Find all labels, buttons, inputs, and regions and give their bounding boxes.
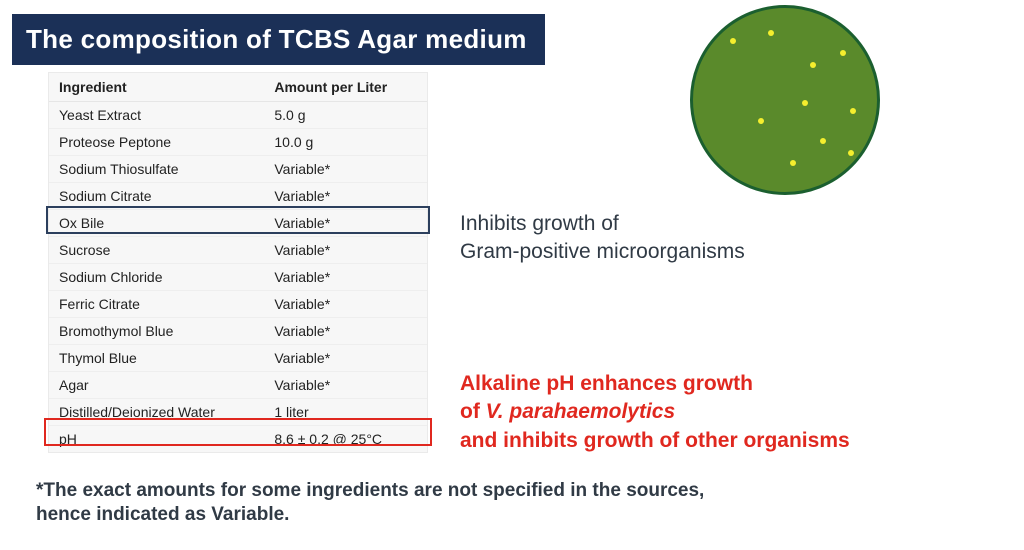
cell-ingredient: Ox Bile — [49, 210, 264, 237]
annot-line: Inhibits growth of — [460, 212, 619, 235]
cell-ingredient: pH — [49, 426, 264, 453]
table-row: AgarVariable* — [49, 372, 427, 399]
cell-amount: Variable* — [264, 237, 427, 264]
annot-line: Alkaline pH enhances growth — [460, 372, 753, 395]
annot-line: Gram-positive microorganisms — [460, 240, 745, 263]
table-row: Ox BileVariable* — [49, 210, 427, 237]
table-row: Sodium ThiosulfateVariable* — [49, 156, 427, 183]
col-amount: Amount per Liter — [264, 73, 427, 102]
cell-ingredient: Proteose Peptone — [49, 129, 264, 156]
table-row: Distilled/Deionized Water1 liter — [49, 399, 427, 426]
table-row: Thymol BlueVariable* — [49, 345, 427, 372]
cell-ingredient: Yeast Extract — [49, 102, 264, 129]
annotation-ph: Alkaline pH enhances growth of V. paraha… — [460, 370, 1000, 455]
cell-amount: Variable* — [264, 264, 427, 291]
cell-ingredient: Sodium Chloride — [49, 264, 264, 291]
cell-ingredient: Distilled/Deionized Water — [49, 399, 264, 426]
cell-ingredient: Thymol Blue — [49, 345, 264, 372]
table-row: SucroseVariable* — [49, 237, 427, 264]
colony-dot — [790, 160, 796, 166]
colony-dot — [850, 108, 856, 114]
colony-dot — [820, 138, 826, 144]
cell-amount: 1 liter — [264, 399, 427, 426]
cell-ingredient: Sodium Citrate — [49, 183, 264, 210]
cell-ingredient: Sodium Thiosulfate — [49, 156, 264, 183]
table-row: Proteose Peptone10.0 g — [49, 129, 427, 156]
annot-line: and inhibits growth of other organisms — [460, 429, 850, 452]
table-row: Sodium ChlorideVariable* — [49, 264, 427, 291]
cell-ingredient: Bromothymol Blue — [49, 318, 264, 345]
cell-amount: Variable* — [264, 372, 427, 399]
cell-amount: Variable* — [264, 318, 427, 345]
composition-table: Ingredient Amount per Liter Yeast Extrac… — [48, 72, 428, 453]
table-row: Ferric CitrateVariable* — [49, 291, 427, 318]
table-row: Sodium CitrateVariable* — [49, 183, 427, 210]
cell-amount: 10.0 g — [264, 129, 427, 156]
species-name: V. parahaemolytics — [486, 400, 676, 423]
cell-ingredient: Ferric Citrate — [49, 291, 264, 318]
cell-amount: Variable* — [264, 183, 427, 210]
cell-amount: Variable* — [264, 210, 427, 237]
table-row: Yeast Extract5.0 g — [49, 102, 427, 129]
colony-dot — [758, 118, 764, 124]
colony-dot — [810, 62, 816, 68]
cell-ingredient: Sucrose — [49, 237, 264, 264]
colony-dot — [840, 50, 846, 56]
colony-dot — [730, 38, 736, 44]
colony-dot — [848, 150, 854, 156]
cell-ingredient: Agar — [49, 372, 264, 399]
annotation-ox-bile: Inhibits growth of Gram-positive microor… — [460, 210, 745, 267]
cell-amount: Variable* — [264, 291, 427, 318]
colony-dot — [802, 100, 808, 106]
colony-dot — [768, 30, 774, 36]
cell-amount: 8.6 ± 0.2 @ 25°C — [264, 426, 427, 453]
table-header-row: Ingredient Amount per Liter — [49, 73, 427, 102]
page-title: The composition of TCBS Agar medium — [12, 14, 545, 65]
footnote: *The exact amounts for some ingredients … — [36, 479, 756, 528]
cell-amount: Variable* — [264, 156, 427, 183]
cell-amount: Variable* — [264, 345, 427, 372]
table-row: pH8.6 ± 0.2 @ 25°C — [49, 426, 427, 453]
table-row: Bromothymol BlueVariable* — [49, 318, 427, 345]
cell-amount: 5.0 g — [264, 102, 427, 129]
annot-line: of — [460, 400, 486, 423]
col-ingredient: Ingredient — [49, 73, 264, 102]
petri-dish-icon — [690, 5, 880, 195]
